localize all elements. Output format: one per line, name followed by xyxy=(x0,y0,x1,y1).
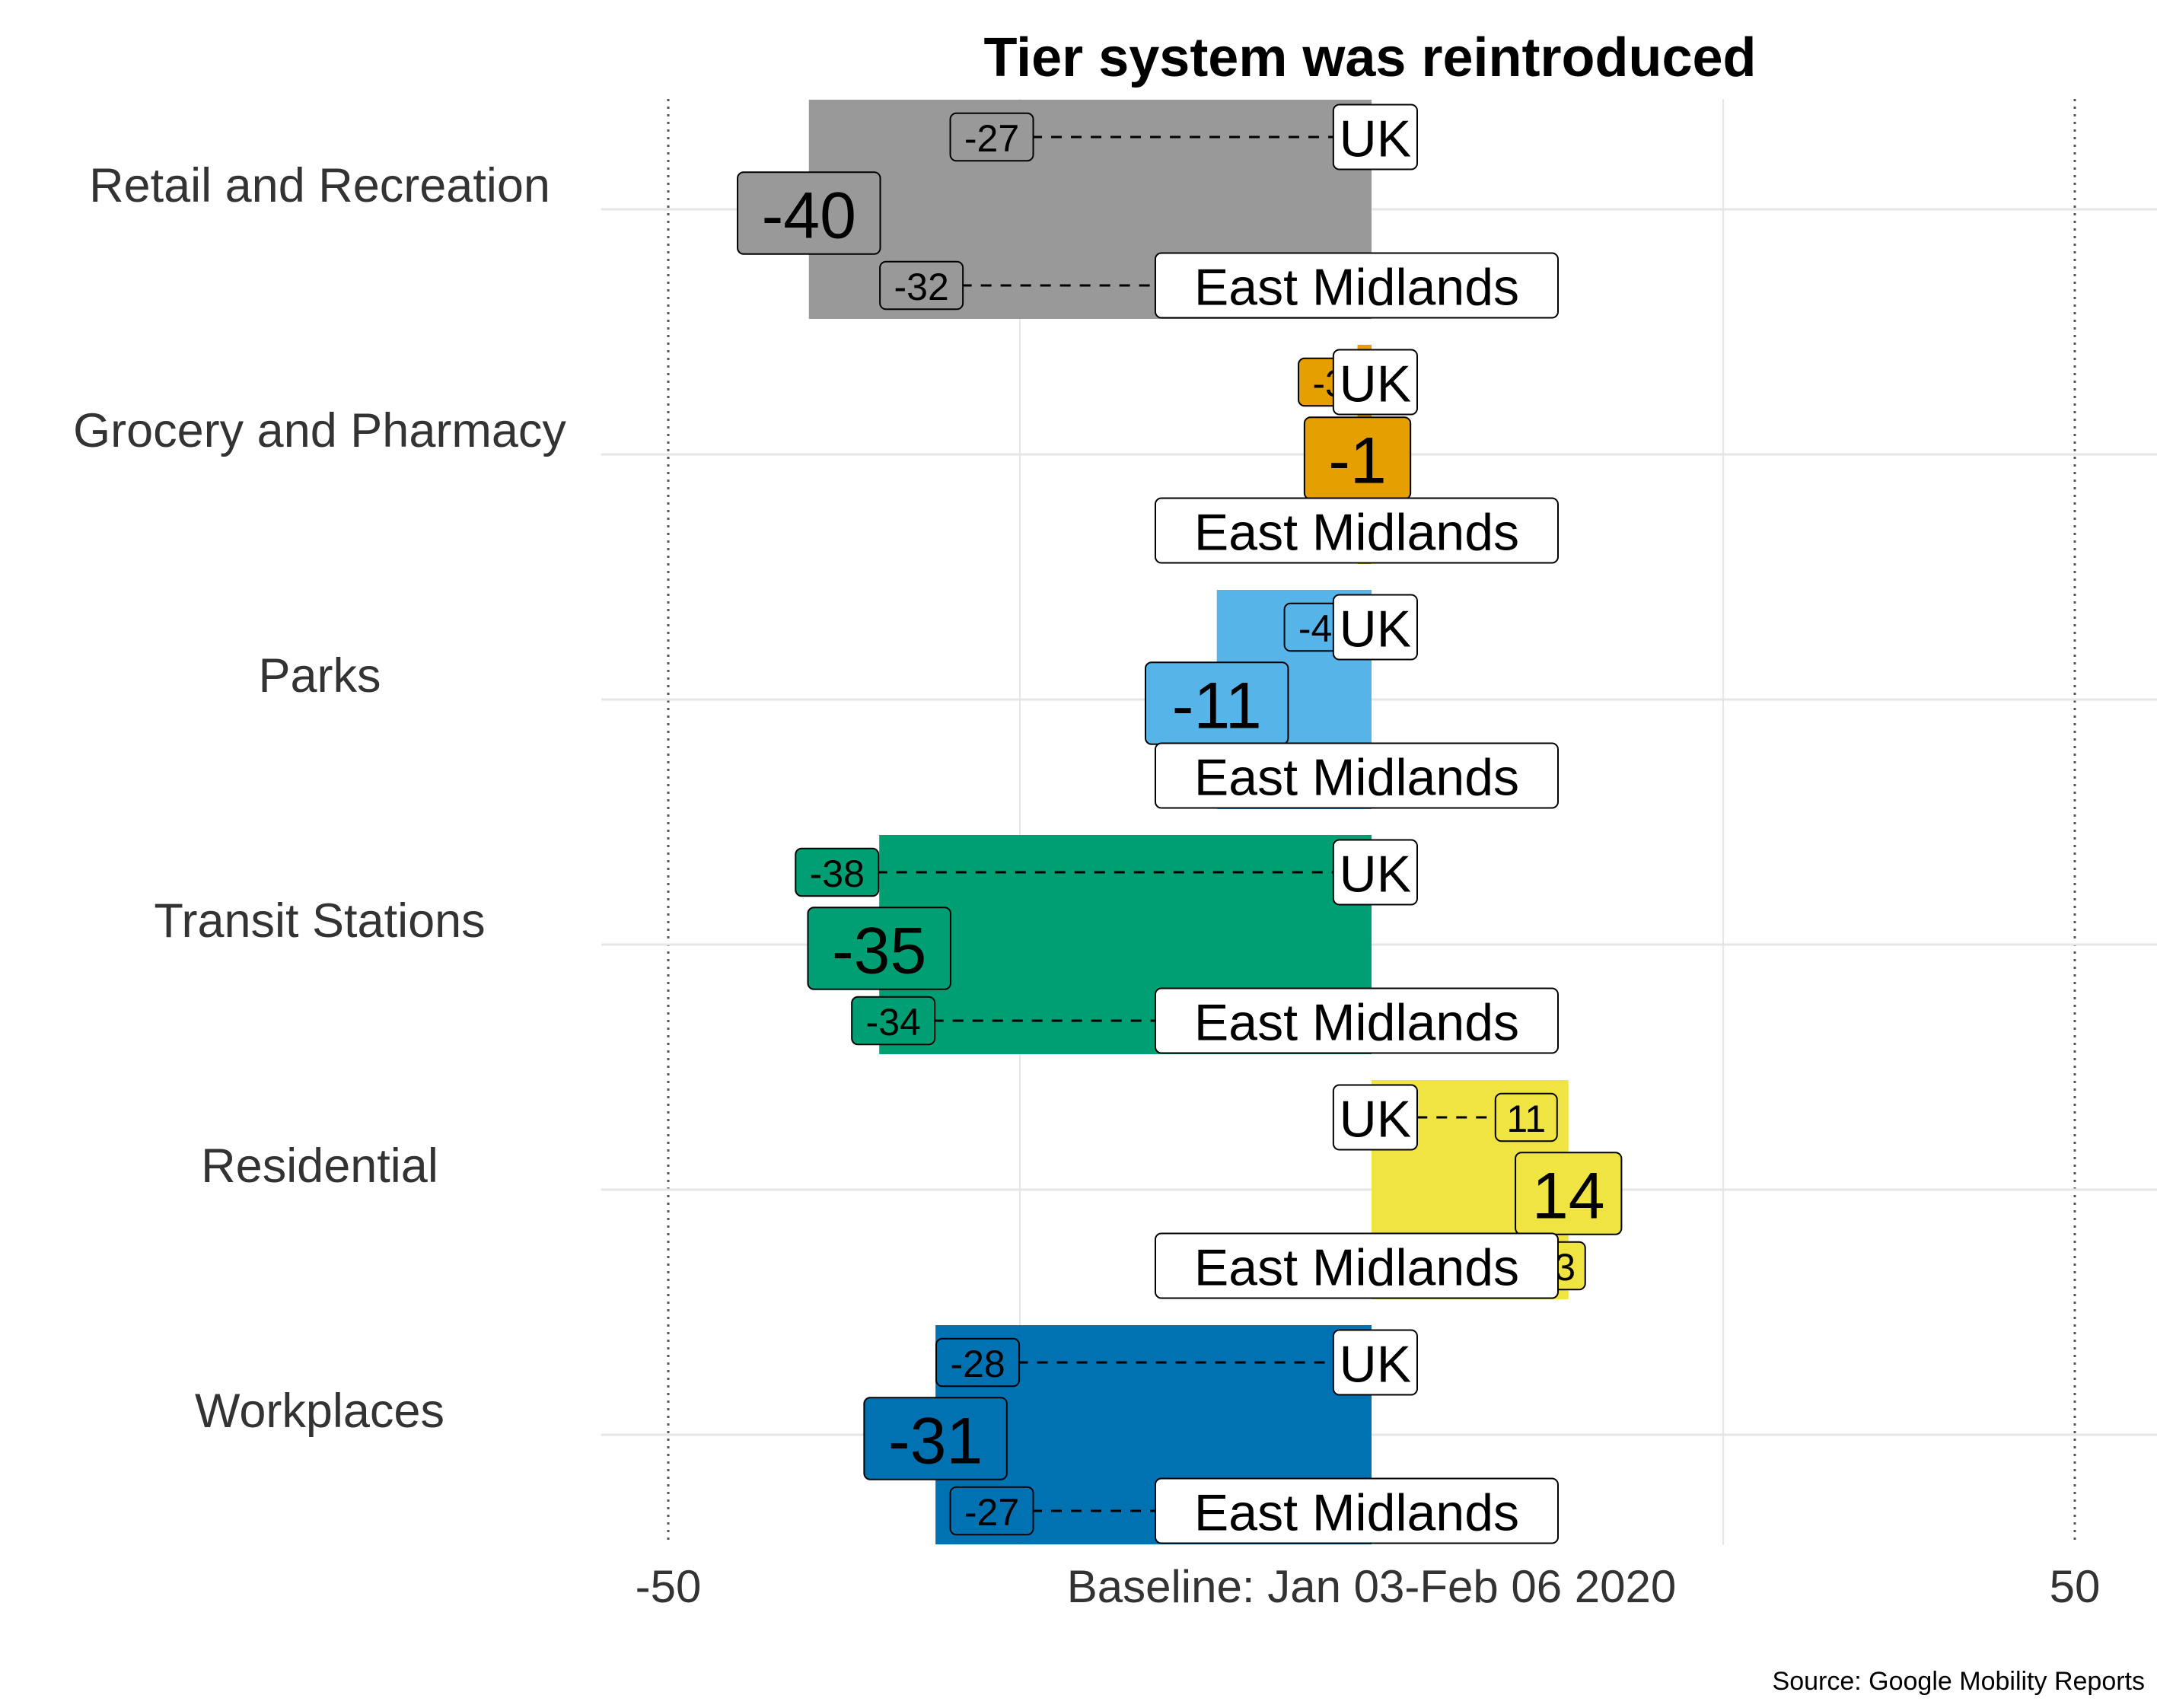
region-value-label: -34 xyxy=(851,996,936,1046)
region-name-label-text: East Midlands xyxy=(1194,1239,1519,1297)
category-label: Workplaces xyxy=(195,1385,444,1438)
chart-title: Tier system was reintroduced xyxy=(983,27,1756,88)
region-name-label: East Midlands xyxy=(1154,987,1559,1054)
uk-value-label-text: -28 xyxy=(950,1343,1005,1385)
region-name-label-box xyxy=(1154,742,1559,809)
region-name-label-box xyxy=(1154,1232,1559,1299)
bar-value-label-text: -1 xyxy=(1328,424,1386,497)
uk-value-label: 11 xyxy=(1494,1092,1558,1142)
region-name-label: East Midlands xyxy=(1154,1232,1559,1299)
region-name-label-box xyxy=(1154,252,1559,319)
bar-value-label: -11 xyxy=(1144,661,1289,745)
region-name-label-box xyxy=(1154,987,1559,1054)
uk-name-label: UK xyxy=(1332,349,1418,416)
uk-value-label-text: -38 xyxy=(810,852,865,895)
region-name-label-text: East Midlands xyxy=(1194,1484,1519,1542)
region-name-label-box xyxy=(1154,497,1559,564)
region-value-label-text: -34 xyxy=(866,1001,921,1044)
uk-name-label-box xyxy=(1332,349,1418,416)
uk-name-label: UK xyxy=(1332,1329,1418,1396)
bar-value-label-box xyxy=(863,1397,1008,1480)
uk-name-label: UK xyxy=(1332,839,1418,906)
bar-value-label-box xyxy=(737,171,881,255)
uk-value-label-box xyxy=(949,112,1034,162)
category-label: Transit Stations xyxy=(154,894,485,948)
uk-name-label-text: UK xyxy=(1340,601,1411,658)
source-caption: Source: Google Mobility Reports xyxy=(1773,1667,2145,1696)
category-labels: Retail and Recreation Grocery and Pharmac… xyxy=(73,159,566,1438)
category-label: Grocery and Pharmacy xyxy=(73,404,566,457)
bar-value-label-box xyxy=(807,907,951,990)
bar-value-label-text: -35 xyxy=(832,914,926,987)
uk-value-label-text: 11 xyxy=(1506,1098,1546,1140)
region-name-label: East Midlands xyxy=(1154,252,1559,319)
uk-value-label: -27 xyxy=(949,112,1034,162)
uk-value-label-text: -4 xyxy=(1298,607,1332,650)
region-name-label-text: East Midlands xyxy=(1194,504,1519,562)
bar-value-label-box xyxy=(1515,1152,1623,1235)
region-name-label: East Midlands xyxy=(1154,497,1559,564)
category-label: Parks xyxy=(258,649,381,703)
region-name-label: East Midlands xyxy=(1154,742,1559,809)
uk-name-label-box xyxy=(1332,1084,1418,1151)
bar-value-label: -35 xyxy=(807,907,951,990)
region-value-label-box xyxy=(879,260,964,311)
region-value-label-text: -27 xyxy=(964,1491,1019,1534)
uk-name-label-text: UK xyxy=(1340,110,1411,168)
uk-name-label-text: UK xyxy=(1340,355,1411,413)
uk-name-label-text: UK xyxy=(1340,1091,1411,1149)
uk-name-label: UK xyxy=(1332,1084,1418,1151)
uk-value-label: -4 xyxy=(1283,602,1347,652)
bar-value-label-text: -31 xyxy=(888,1404,983,1477)
bar-value-label-text: -11 xyxy=(1172,669,1262,742)
uk-name-label-box xyxy=(1332,594,1418,661)
region-value-label-box xyxy=(851,996,936,1046)
uk-value-label-box xyxy=(935,1337,1021,1388)
uk-name-label-text: UK xyxy=(1340,846,1411,903)
bar-value-label: -1 xyxy=(1303,416,1412,500)
region-value-label-text: -32 xyxy=(894,266,949,308)
uk-value-label-text: -27 xyxy=(964,117,1019,160)
uk-name-label-box xyxy=(1332,104,1418,170)
region-name-label-text: East Midlands xyxy=(1194,259,1519,317)
uk-value-label-box xyxy=(1494,1092,1558,1142)
category-label: Retail and Recreation xyxy=(89,159,550,212)
region-name-label-text: East Midlands xyxy=(1194,749,1519,807)
uk-value-label-box xyxy=(795,847,880,897)
uk-name-label-box xyxy=(1332,1329,1418,1396)
region-name-label-box xyxy=(1154,1477,1559,1544)
x-tick-max: 50 xyxy=(2050,1561,2101,1612)
bar-value-label: -40 xyxy=(737,171,881,255)
region-value-label: -27 xyxy=(949,1486,1034,1536)
x-tick-min: -50 xyxy=(636,1561,702,1612)
bar-value-label-text: 14 xyxy=(1532,1159,1605,1232)
region-value-label: -32 xyxy=(879,260,964,311)
uk-name-label: UK xyxy=(1332,594,1418,661)
bar-value-label: -31 xyxy=(863,1397,1008,1480)
category-label: Residential xyxy=(201,1139,438,1193)
uk-name-label-text: UK xyxy=(1340,1336,1411,1394)
uk-value-label: -28 xyxy=(935,1337,1021,1388)
region-name-label: East Midlands xyxy=(1154,1477,1559,1544)
region-value-label-box xyxy=(949,1486,1034,1536)
bar-value-label-text: -40 xyxy=(762,179,856,252)
uk-value-label: -38 xyxy=(795,847,880,897)
uk-name-label: UK xyxy=(1332,104,1418,170)
region-name-label-text: East Midlands xyxy=(1194,994,1519,1052)
x-axis-label: Baseline: Jan 03-Feb 06 2020 xyxy=(1067,1561,1677,1612)
uk-name-label-box xyxy=(1332,839,1418,906)
bar-value-label: 14 xyxy=(1515,1152,1623,1235)
